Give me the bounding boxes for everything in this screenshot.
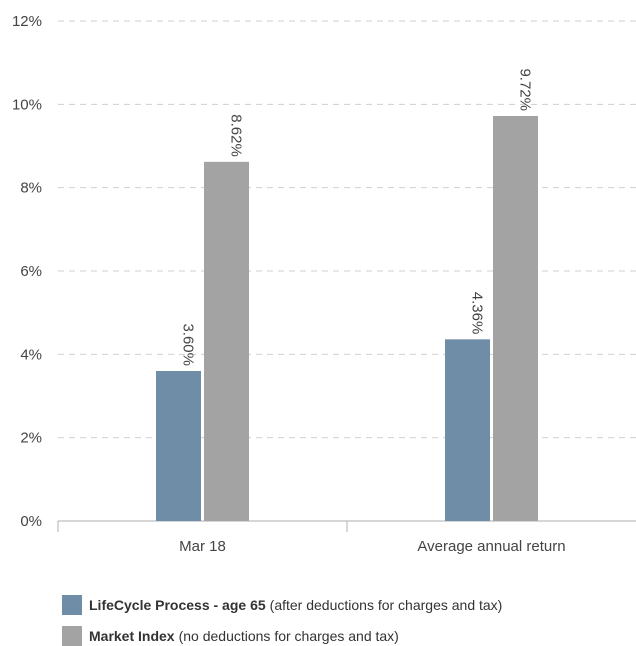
- x-tick-label: Mar 18: [179, 538, 226, 555]
- legend-swatch-lifecycle: [62, 595, 82, 615]
- y-tick-label: 2%: [20, 430, 42, 447]
- data-label: 3.60%: [180, 323, 197, 366]
- data-label: 4.36%: [469, 292, 486, 335]
- y-tick-label: 10%: [12, 96, 42, 113]
- legend-label-market-index: Market Index: [89, 628, 175, 644]
- bar-chart: 0% 2% 4% 6% 8% 10% 12% 3.60% 8.62% Mar 18 4.36% 9.7…: [12, 13, 636, 555]
- legend-note-market-index: (no deductions for charges and tax): [178, 628, 399, 644]
- bar: [204, 161, 249, 522]
- bar: [445, 339, 490, 521]
- y-tick-label: 6%: [20, 263, 42, 280]
- legend-note-lifecycle: (after deductions for charges and tax): [269, 597, 503, 613]
- legend-swatch-market-index: [62, 626, 82, 646]
- x-tick-label: Average annual return: [417, 538, 565, 555]
- data-label: 8.62%: [228, 114, 245, 157]
- y-tick-label: 0%: [20, 513, 42, 530]
- legend-label-lifecycle: LifeCycle Process - age 65: [89, 597, 266, 613]
- bar: [156, 371, 201, 521]
- y-tick-label: 8%: [20, 180, 42, 197]
- legend-item-market-index: Market Index (no deductions for charges …: [62, 626, 399, 646]
- legend-item-lifecycle: LifeCycle Process - age 65 (after deduct…: [62, 595, 502, 615]
- bar: [493, 116, 538, 521]
- y-tick-label: 4%: [20, 346, 42, 363]
- y-tick-label: 12%: [12, 13, 42, 30]
- data-label: 9.72%: [517, 68, 534, 111]
